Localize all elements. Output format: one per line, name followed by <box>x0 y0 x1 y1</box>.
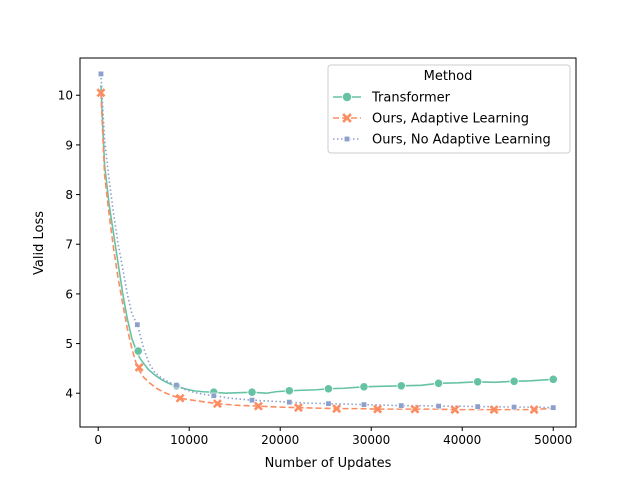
series-1-point <box>373 404 383 414</box>
series-0-point <box>433 378 444 388</box>
y-tick-label: 6 <box>65 287 73 301</box>
series-2-point <box>550 404 557 411</box>
y-tick-label: 8 <box>65 188 73 202</box>
y-tick-label: 9 <box>65 138 73 152</box>
legend-box <box>327 64 571 154</box>
y-axis-label: Valid Loss <box>32 211 47 275</box>
series-1-point <box>450 405 460 415</box>
x-tick-label: 10000 <box>170 433 208 447</box>
legend-label: Ours, No Adaptive Learning <box>372 133 551 148</box>
legend-entry-0: Transformer <box>333 91 451 106</box>
y-axis-ticks: 4 5 6 7 8 9 10 <box>58 89 80 401</box>
series-2-point <box>97 70 104 77</box>
series-0-point <box>548 374 558 384</box>
series-1-point <box>96 88 106 98</box>
x-tick-label: 40000 <box>443 433 481 447</box>
series-1-point <box>134 362 144 372</box>
series-1-point <box>212 399 222 409</box>
series-2-point <box>173 382 180 389</box>
x-tick-label: 30000 <box>352 433 390 447</box>
series-2-point <box>511 404 518 411</box>
legend-marker <box>343 135 351 143</box>
series-2-point <box>248 397 256 404</box>
x-axis-label: Number of Updates <box>265 456 392 471</box>
series-2-point <box>286 399 293 406</box>
plot-frame <box>79 57 577 428</box>
series-2-point <box>398 402 405 409</box>
series-2-point <box>474 403 481 410</box>
legend-entries: Transformer Ours, Adaptive Learning Ours, … <box>333 91 551 148</box>
series-0-point <box>133 346 143 356</box>
legend-label: Transformer <box>371 91 451 106</box>
series-2-point <box>360 401 367 408</box>
y-tick-label: 4 <box>65 387 73 401</box>
y-tick-label: 5 <box>65 337 73 351</box>
series-1-point <box>489 405 499 415</box>
x-tick-label: 0 <box>94 433 102 447</box>
series-2-point <box>210 392 217 399</box>
series-1-point <box>253 401 263 411</box>
series-0-point <box>323 384 334 394</box>
series-0-point <box>473 377 483 387</box>
series-markers <box>96 70 558 415</box>
series-1-point <box>293 403 303 413</box>
series-0-point <box>396 381 406 391</box>
legend-label: Ours, Adaptive Learning <box>372 112 529 127</box>
y-tick-label: 7 <box>65 238 73 252</box>
series-1-point <box>332 404 342 414</box>
series-0-point <box>284 386 294 396</box>
x-tick-label: 20000 <box>261 433 299 447</box>
series-1-point <box>529 405 539 415</box>
series-0-point <box>247 387 257 397</box>
series-2-point <box>325 400 332 407</box>
legend-entry-1: Ours, Adaptive Learning <box>333 112 529 127</box>
x-axis-ticks: 0 10000 20000 30000 40000 50000 <box>94 427 572 447</box>
series-0-point <box>509 376 519 386</box>
legend-marker <box>341 92 352 103</box>
series-2-point <box>435 403 442 410</box>
y-tick-label: 10 <box>58 89 73 103</box>
legend: Method Transformer Ours, Adaptive Learnin… <box>327 64 571 154</box>
series-2-point <box>134 321 141 328</box>
legend-entry-2: Ours, No Adaptive Learning <box>333 133 551 148</box>
series-1-point <box>175 393 185 403</box>
x-tick-label: 50000 <box>534 433 572 447</box>
legend-title: Method <box>424 69 473 84</box>
series-0-point <box>359 382 369 392</box>
legend-marker <box>342 113 352 123</box>
series-1-point <box>410 404 420 414</box>
